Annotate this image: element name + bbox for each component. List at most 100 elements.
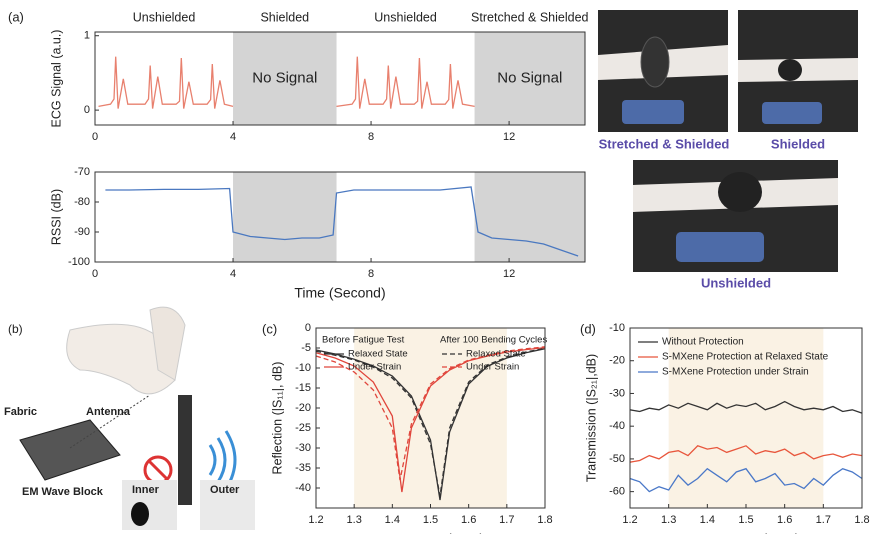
- x-tick-label: 1.7: [816, 514, 831, 526]
- line: [105, 186, 579, 257]
- photo-caption: Shielded: [771, 136, 825, 151]
- x-tick-label: 1.7: [499, 514, 514, 526]
- fabric-patch: [640, 36, 670, 88]
- x-axis-title: Frequency (GHz): [377, 531, 484, 534]
- x-tick-label: 1.4: [385, 514, 400, 526]
- y-tick-label: -10: [295, 362, 311, 374]
- diagram-label: Antenna: [86, 406, 131, 418]
- legend-label: Under Strain: [466, 362, 519, 373]
- legend-label: Relaxed State: [348, 349, 408, 360]
- panel-label: (a): [8, 9, 24, 24]
- legend-label: S-MXene Protection at Relaxed State: [662, 352, 829, 363]
- x-tick-label: 4: [230, 131, 236, 143]
- shaded-region: [474, 172, 585, 262]
- x-tick-label: 1.2: [308, 514, 323, 526]
- x-tick-label: 1.5: [423, 514, 438, 526]
- y-tick-label: -70: [74, 166, 90, 178]
- y-tick-label: -30: [295, 442, 311, 454]
- plot-frame: [629, 327, 863, 509]
- segment-note: No Signal: [252, 69, 317, 86]
- y-tick-label: 0: [305, 322, 311, 334]
- x-tick-label: 12: [503, 131, 515, 143]
- diagram-label: Inner: [132, 484, 160, 496]
- segment: [337, 32, 475, 125]
- panel-label: (d): [580, 321, 596, 336]
- y-tick-label: -15: [295, 382, 311, 394]
- segment-label: Shielded: [260, 10, 309, 24]
- y-tick-label: -50: [609, 453, 625, 465]
- x-tick-label: 8: [368, 268, 374, 280]
- diagram-label: EM Wave Block: [22, 486, 104, 498]
- line: [315, 346, 546, 481]
- x-axis-title: Frequency (GHz): [692, 531, 799, 534]
- shaded-region: [233, 172, 337, 262]
- segment-label: Unshielded: [133, 10, 196, 24]
- y-axis-title: Reflection (|S₁₁|, dB): [270, 362, 284, 475]
- x-tick-label: 1.3: [347, 514, 362, 526]
- plot-frame: [94, 31, 586, 126]
- legend-label: Under Strain: [348, 362, 401, 373]
- shaded-region: [474, 32, 585, 125]
- y-tick-label: -90: [74, 226, 90, 238]
- sleeve: [149, 306, 186, 381]
- segment-label: Stretched & Shielded: [471, 10, 588, 24]
- fabric-patch: [718, 172, 762, 212]
- x-axis-title: Time (Second): [294, 285, 385, 301]
- y-tick-label: -30: [609, 387, 625, 399]
- x-tick-label: 1.5: [738, 514, 753, 526]
- x-tick-label: 1.8: [537, 514, 552, 526]
- plot-frame: [94, 171, 586, 263]
- x-tick-label: 1.4: [700, 514, 715, 526]
- segment-label: Unshielded: [374, 10, 437, 24]
- photo-caption: Unshielded: [701, 275, 771, 290]
- fabric: [19, 419, 121, 481]
- y-tick-label: 0: [84, 104, 90, 116]
- x-tick-label: 1.6: [777, 514, 792, 526]
- x-tick-label: 4: [230, 268, 236, 280]
- photo-caption: Stretched & Shielded: [599, 136, 730, 151]
- y-axis-title: ECG Signal (a.u.): [49, 30, 63, 128]
- y-axis-title: Transmission (|S₂₁|,dB): [584, 354, 598, 482]
- panel-label: (c): [262, 321, 277, 336]
- line: [315, 347, 546, 497]
- y-tick-label: -20: [295, 402, 311, 414]
- y-tick-label: -35: [295, 462, 311, 474]
- y-tick-label: -20: [609, 355, 625, 367]
- y-tick-label: -5: [301, 342, 311, 354]
- y-tick-label: -10: [609, 322, 625, 334]
- diagram-label: Outer: [210, 484, 240, 496]
- x-tick-label: 8: [368, 131, 374, 143]
- x-tick-label: 0: [92, 268, 98, 280]
- legend-title: Before Fatigue Test: [322, 335, 405, 346]
- segment-note: No Signal: [497, 69, 562, 86]
- band: [668, 328, 824, 508]
- y-tick-label: 1: [84, 30, 90, 42]
- segment: [95, 32, 233, 125]
- legend-label: S-MXene Protection under Strain: [662, 367, 809, 378]
- legend-label: Relaxed State: [466, 349, 526, 360]
- y-tick-label: -80: [74, 196, 90, 208]
- phone: [622, 100, 684, 124]
- line: [629, 445, 863, 463]
- diagram-label: Fabric: [4, 406, 37, 418]
- no-signal-icon: [147, 459, 169, 481]
- y-axis-title: RSSI (dB): [49, 189, 63, 245]
- photo: [122, 480, 177, 530]
- y-tick-label: -40: [295, 482, 311, 494]
- phone: [762, 102, 822, 124]
- panel-label: (b): [8, 322, 23, 336]
- x-tick-label: 1.3: [661, 514, 676, 526]
- y-tick-label: -60: [609, 486, 625, 498]
- x-tick-label: 1.2: [622, 514, 637, 526]
- y-tick-label: -25: [295, 422, 311, 434]
- plot-frame: [315, 327, 546, 509]
- x-tick-label: 0: [92, 131, 98, 143]
- sleeve: [66, 323, 176, 395]
- shaded-region: [233, 32, 337, 125]
- line: [629, 467, 863, 493]
- x-tick-label: 1.8: [854, 514, 869, 526]
- y-tick-label: -100: [68, 256, 90, 268]
- line: [629, 400, 863, 414]
- line: [98, 56, 475, 109]
